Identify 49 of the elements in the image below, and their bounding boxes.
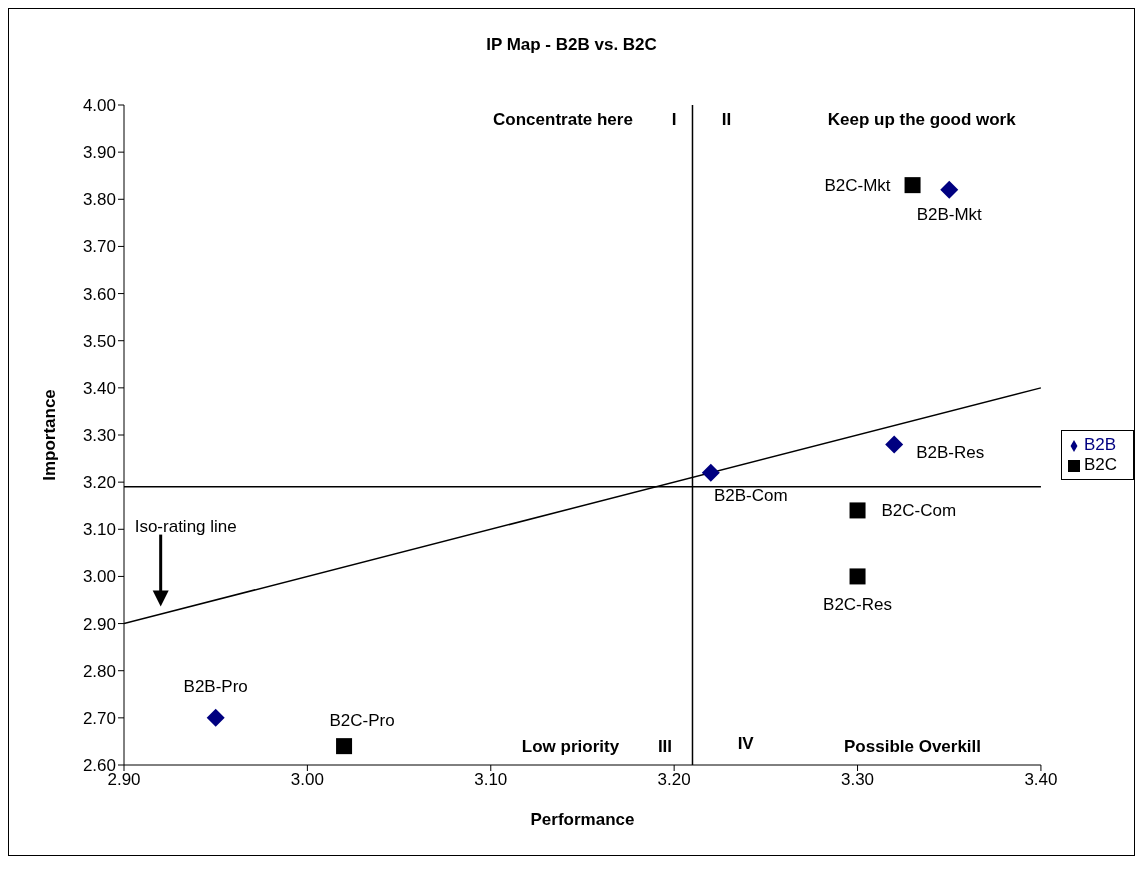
- annotation: B2B-Pro: [183, 676, 248, 696]
- x-tick-label: 3.10: [474, 770, 508, 790]
- chart-title: IP Map - B2B vs. B2C: [485, 34, 658, 55]
- x-tick-label: 3.40: [1024, 770, 1058, 790]
- annotation: B2C-Com: [881, 501, 957, 521]
- annotation: Iso-rating line: [134, 516, 237, 536]
- x-tick-label: 3.20: [657, 770, 691, 790]
- y-tick-label: 2.90: [82, 614, 116, 634]
- annotation: Possible Overkill: [844, 736, 982, 756]
- y-tick-label: 3.50: [82, 331, 116, 351]
- annotation: I: [671, 109, 677, 129]
- annotation: III: [657, 736, 673, 756]
- x-tick-label: 3.00: [290, 770, 324, 790]
- point: [849, 568, 866, 585]
- point: [206, 708, 225, 727]
- y-tick-label: 3.80: [82, 190, 116, 210]
- y-tick-label: 2.80: [82, 661, 116, 681]
- annotation: B2C-Pro: [329, 711, 395, 731]
- point: [701, 463, 720, 482]
- y-tick-label: 4.00: [82, 96, 116, 116]
- y-tick-label: 3.10: [82, 520, 116, 540]
- annotation: B2B-Res: [916, 443, 985, 463]
- x-tick-label: 3.30: [840, 770, 875, 790]
- annotation: B2C-Res: [823, 595, 893, 615]
- annotation: Low priority: [521, 736, 620, 756]
- annotation: Concentrate here: [493, 109, 633, 129]
- point: [885, 435, 904, 454]
- y-axis-title: Importance: [40, 389, 60, 481]
- annotation: II: [721, 109, 732, 129]
- y-tick-label: 2.70: [82, 708, 116, 728]
- point: [849, 502, 866, 519]
- annotation: Keep up the good work: [827, 109, 1017, 129]
- point: [940, 180, 959, 199]
- annotation: B2B-Com: [713, 485, 788, 505]
- y-tick-label: 3.90: [82, 143, 116, 163]
- y-tick-label: 3.00: [82, 567, 116, 587]
- point: [336, 738, 353, 755]
- y-tick-label: 3.20: [82, 473, 116, 493]
- annotation: B2B-Mkt: [916, 204, 983, 224]
- legend-label: B2B: [1083, 435, 1117, 454]
- annotation: B2C-Mkt: [824, 176, 891, 196]
- x-axis-title: Performance: [530, 810, 635, 829]
- y-tick-label: 3.40: [82, 378, 116, 398]
- annotation: IV: [737, 733, 755, 753]
- legend-label: B2C: [1083, 455, 1117, 474]
- point: [904, 177, 921, 194]
- y-tick-label: 3.30: [82, 426, 116, 446]
- y-tick-label: 3.70: [82, 237, 116, 257]
- y-tick-label: 3.60: [82, 284, 116, 304]
